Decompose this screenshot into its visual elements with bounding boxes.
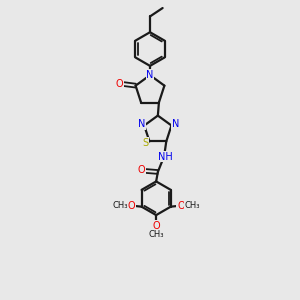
Text: O: O	[138, 166, 146, 176]
Text: O: O	[128, 201, 135, 211]
Text: CH₃: CH₃	[148, 230, 164, 239]
Text: O: O	[116, 79, 123, 89]
Text: S: S	[142, 137, 149, 148]
Text: N: N	[146, 70, 154, 80]
Text: N: N	[172, 119, 179, 129]
Text: CH₃: CH₃	[112, 201, 128, 210]
Text: NH: NH	[158, 152, 172, 162]
Text: O: O	[152, 221, 160, 231]
Text: N: N	[138, 119, 146, 129]
Text: CH₃: CH₃	[184, 201, 200, 210]
Text: O: O	[177, 201, 184, 211]
